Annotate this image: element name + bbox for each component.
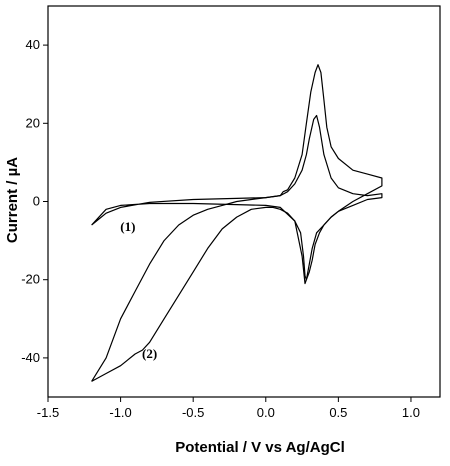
y-axis-title: Current / µA bbox=[4, 157, 21, 243]
curve-label-1: (1) bbox=[120, 219, 135, 234]
x-tick-label: 0.5 bbox=[329, 405, 347, 420]
plot-frame bbox=[47, 5, 441, 398]
x-axis-ticks: -1.5 -1.0 -0.5 0.0 0.5 1.0 bbox=[37, 397, 420, 420]
x-tick-label: -1.0 bbox=[109, 405, 131, 420]
x-tick-label: -0.5 bbox=[182, 405, 204, 420]
y-tick-label: 40 bbox=[26, 37, 40, 52]
curve-annotations: (1) (2) bbox=[120, 219, 157, 361]
curve-label-2: (2) bbox=[142, 346, 157, 361]
series-line-2 bbox=[91, 64, 383, 382]
y-tick-label: -40 bbox=[21, 350, 40, 365]
x-axis-title: Potential / V vs Ag/AgCl bbox=[175, 439, 344, 456]
y-tick-label: -20 bbox=[21, 272, 40, 287]
curves bbox=[91, 64, 383, 382]
x-tick-label: 0.0 bbox=[257, 405, 275, 420]
x-tick-label: -1.5 bbox=[37, 405, 59, 420]
y-tick-label: 20 bbox=[26, 115, 40, 130]
y-tick-label: 0 bbox=[33, 194, 40, 209]
y-axis-ticks: -40 -20 0 20 40 bbox=[21, 37, 48, 365]
x-tick-label: 1.0 bbox=[402, 405, 420, 420]
series-line-1 bbox=[91, 114, 383, 285]
